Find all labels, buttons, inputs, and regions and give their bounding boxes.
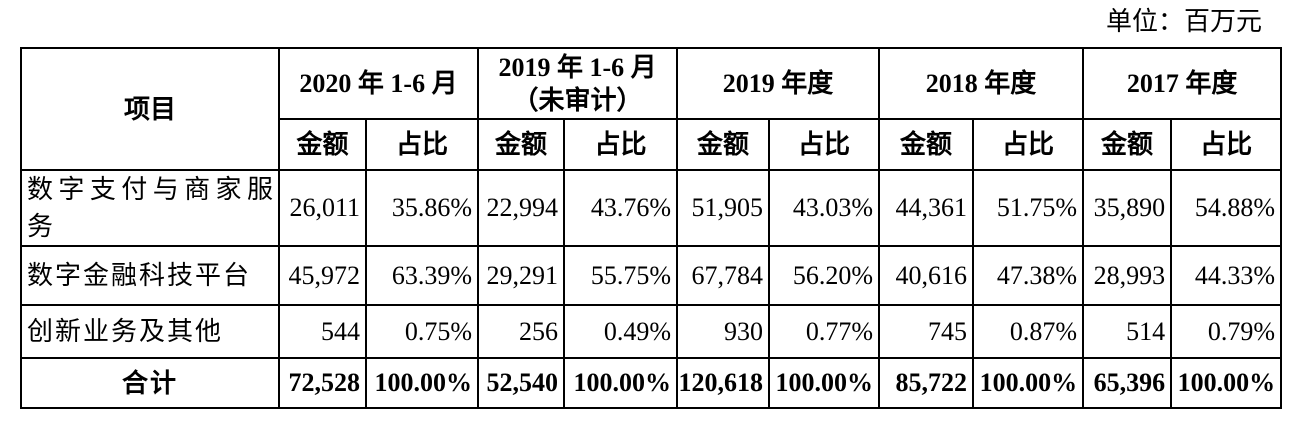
cell-amount: 930: [676, 304, 771, 359]
cell-share: 100.00%: [364, 357, 480, 409]
cell-amount: 256: [477, 304, 566, 359]
cell-amount: 745: [878, 304, 975, 359]
cell-amount: 72,528: [278, 357, 367, 409]
col-header-item: 项目: [20, 47, 280, 171]
cell-amount: 26,011: [278, 169, 367, 247]
cell-amount: 51,905: [676, 169, 771, 247]
table-row-digital-finance: 数字金融科技平台 45,972 63.39% 29,291 55.75% 67,…: [20, 245, 1283, 306]
cell-amount: 28,993: [1082, 245, 1173, 306]
cell-amount: 544: [278, 304, 367, 359]
period-label: 2019 年度: [722, 69, 834, 98]
cell-amount: 44,361: [878, 169, 975, 247]
period-note: （未审计）: [512, 85, 643, 115]
cell-amount: 40,616: [878, 245, 975, 306]
cell-share: 47.38%: [972, 245, 1085, 306]
subheader-share-2017: 占比: [1170, 118, 1283, 171]
cell-amount: 514: [1082, 304, 1173, 359]
col-header-2020-h1: 2020 年 1-6 月: [277, 47, 480, 120]
col-header-2018: 2018 年度: [878, 47, 1085, 120]
subheader-share-2019: 占比: [768, 118, 881, 171]
subheader-share-2020-h1: 占比: [364, 118, 480, 171]
cell-amount: 120,618: [676, 357, 771, 409]
cell-share: 54.88%: [1170, 169, 1283, 247]
col-header-2019-h1: 2019 年 1-6 月 （未审计）: [477, 47, 679, 120]
period-label: 2017 年度: [1126, 69, 1238, 98]
cell-share: 100.00%: [972, 357, 1085, 409]
cell-share: 100.00%: [1170, 357, 1283, 409]
subheader-amount-2017: 金额: [1082, 118, 1173, 171]
row-label: 创新业务及其他: [20, 304, 280, 359]
subheader-share-2018: 占比: [972, 118, 1085, 171]
cell-share: 0.49%: [563, 304, 679, 359]
cell-amount: 22,994: [477, 169, 566, 247]
cell-amount: 67,784: [676, 245, 771, 306]
unit-note: 单位：百万元: [1105, 7, 1262, 36]
cell-share: 56.20%: [768, 245, 881, 306]
subheader-amount-2019: 金额: [676, 118, 771, 171]
cell-share: 55.75%: [563, 245, 679, 306]
period-label: 2018 年度: [925, 69, 1037, 98]
cell-share: 63.39%: [364, 245, 480, 306]
cell-share: 35.86%: [364, 169, 480, 247]
cell-amount: 29,291: [477, 245, 566, 306]
cell-amount: 45,972: [278, 245, 367, 306]
revenue-breakdown-table: 项目 2020 年 1-6 月 2019 年 1-6 月 （未审计） 2019 …: [20, 47, 1283, 409]
row-label: 数字金融科技平台: [20, 245, 280, 306]
row-label: 数字支付与商家服务: [20, 169, 280, 247]
subheader-amount-2018: 金额: [878, 118, 975, 171]
cell-share: 44.33%: [1170, 245, 1283, 306]
table-row-innovation: 创新业务及其他 544 0.75% 256 0.49% 930 0.77% 74…: [20, 304, 1283, 359]
cell-amount: 65,396: [1082, 357, 1173, 409]
col-header-2019: 2019 年度: [676, 47, 881, 120]
cell-amount: 85,722: [878, 357, 975, 409]
total-label: 合计: [20, 357, 280, 409]
subheader-amount-2019-h1: 金额: [477, 118, 566, 171]
subheader-amount-2020-h1: 金额: [278, 118, 367, 171]
cell-amount: 35,890: [1082, 169, 1173, 247]
table-row-total: 合计 72,528 100.00% 52,540 100.00% 120,618…: [20, 357, 1283, 409]
cell-amount: 52,540: [477, 357, 566, 409]
col-header-2017: 2017 年度: [1082, 47, 1283, 120]
cell-share: 0.87%: [972, 304, 1085, 359]
period-label: 2020 年 1-6 月: [299, 69, 458, 98]
cell-share: 43.03%: [768, 169, 881, 247]
cell-share: 0.79%: [1170, 304, 1283, 359]
cell-share: 0.77%: [768, 304, 881, 359]
subheader-share-2019-h1: 占比: [563, 118, 679, 171]
period-label: 2019 年 1-6 月: [498, 52, 657, 82]
cell-share: 100.00%: [768, 357, 881, 409]
table-row-digital-payment: 数字支付与商家服务 26,011 35.86% 22,994 43.76% 51…: [20, 169, 1283, 247]
cell-share: 100.00%: [563, 357, 679, 409]
cell-share: 51.75%: [972, 169, 1085, 247]
cell-share: 0.75%: [364, 304, 480, 359]
cell-share: 43.76%: [563, 169, 679, 247]
